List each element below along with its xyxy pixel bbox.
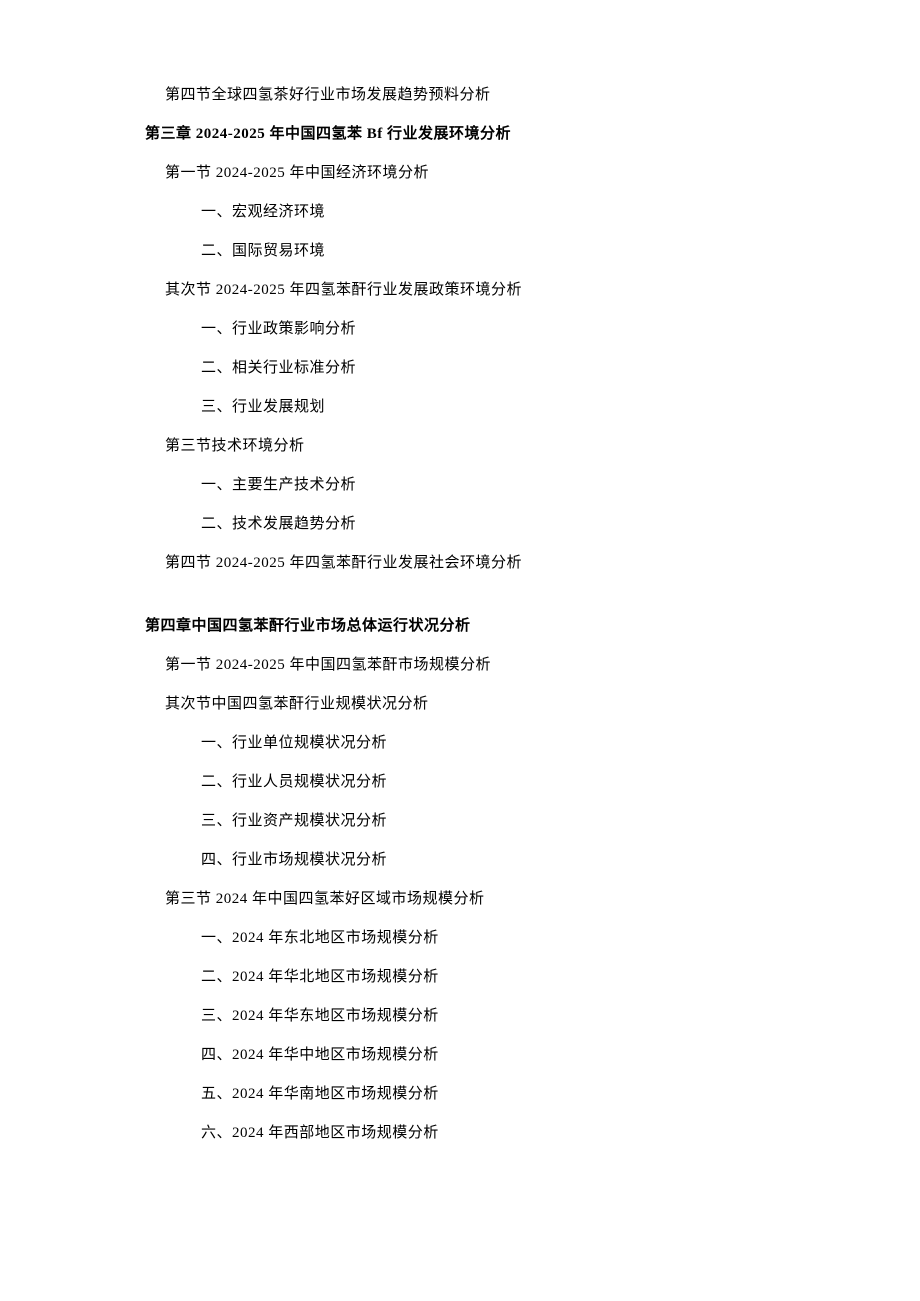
toc-line: 二、2024 年华北地区市场规模分析 [145,970,820,985]
chapter-heading: 第四章中国四氢苯酐行业市场总体运行状况分析 [145,619,820,634]
toc-line: 第三节技术环境分析 [145,439,820,454]
toc-line: 一、主要生产技术分析 [145,478,820,493]
toc-line: 二、国际贸易环境 [145,244,820,259]
toc-line: 第一节 2024-2025 年中国四氢苯酐市场规模分析 [145,658,820,673]
toc-line: 六、2024 年西部地区市场规模分析 [145,1126,820,1141]
toc-line: 二、技术发展趋势分析 [145,517,820,532]
toc-line: 第四节全球四氢茶好行业市场发展趋势预料分析 [145,88,820,103]
toc-line: 二、相关行业标准分析 [145,361,820,376]
toc-line: 四、行业市场规模状况分析 [145,853,820,868]
toc-line: 一、2024 年东北地区市场规模分析 [145,931,820,946]
toc-line: 三、行业资产规模状况分析 [145,814,820,829]
chapter-heading: 第三章 2024-2025 年中国四氢苯 Bf 行业发展环境分析 [145,127,820,142]
document-body: 第四节全球四氢茶好行业市场发展趋势预料分析第三章 2024-2025 年中国四氢… [0,88,920,1141]
spacer [145,595,820,619]
toc-line: 其次节 2024-2025 年四氢苯酐行业发展政策环境分析 [145,283,820,298]
toc-line: 第三节 2024 年中国四氢苯好区域市场规模分析 [145,892,820,907]
toc-line: 其次节中国四氢苯酐行业规模状况分析 [145,697,820,712]
toc-line: 三、2024 年华东地区市场规模分析 [145,1009,820,1024]
toc-line: 一、行业单位规模状况分析 [145,736,820,751]
toc-line: 第一节 2024-2025 年中国经济环境分析 [145,166,820,181]
toc-line: 一、宏观经济环境 [145,205,820,220]
toc-line: 三、行业发展规划 [145,400,820,415]
toc-line: 四、2024 年华中地区市场规模分析 [145,1048,820,1063]
toc-line: 第四节 2024-2025 年四氢苯酐行业发展社会环境分析 [145,556,820,571]
toc-line: 二、行业人员规模状况分析 [145,775,820,790]
toc-line: 五、2024 年华南地区市场规模分析 [145,1087,820,1102]
toc-line: 一、行业政策影响分析 [145,322,820,337]
